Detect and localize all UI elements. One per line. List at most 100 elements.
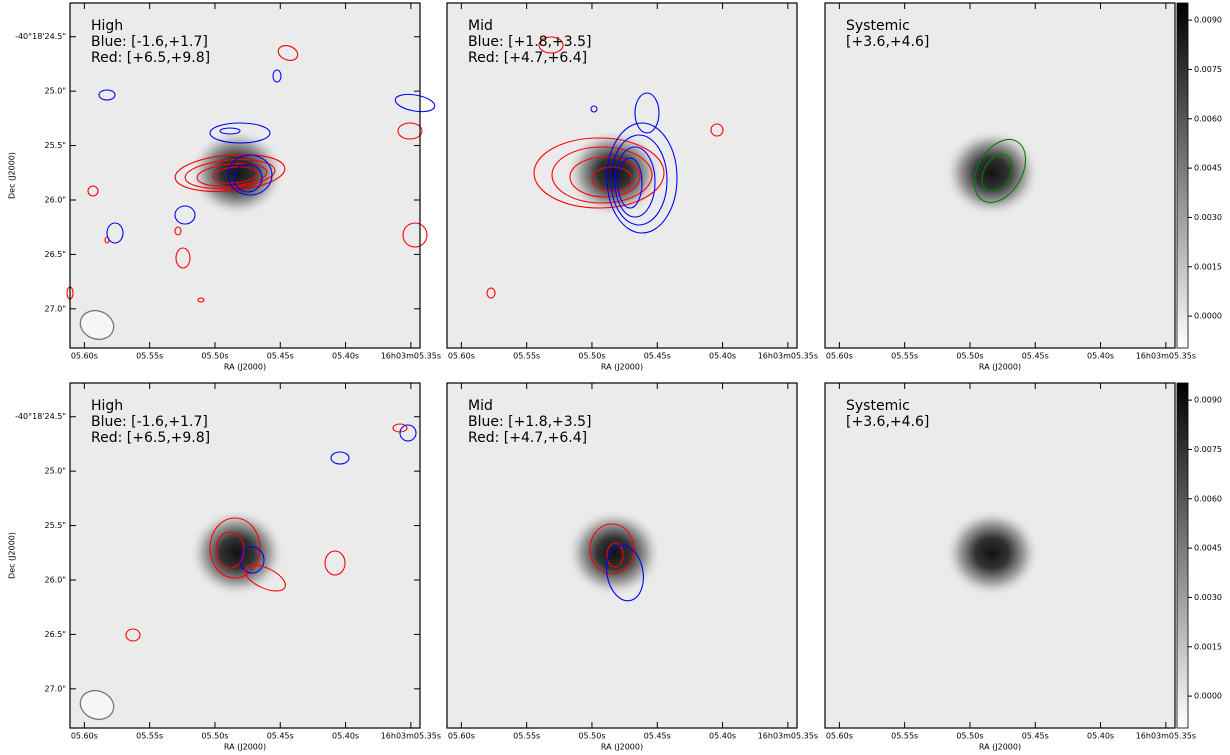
x-tick-label: 05.40s	[709, 732, 736, 741]
panel-annotation: Blue: [-1.6,+1.7]	[91, 34, 208, 50]
contour	[324, 550, 346, 576]
y-tick-label: 25.0"	[45, 467, 67, 476]
colorbar-tick-label: 0.0045	[1194, 164, 1222, 173]
x-tick-label: 05.50s	[201, 732, 228, 741]
contour	[551, 146, 653, 204]
y-tick-label: 26.0"	[45, 575, 67, 584]
contour	[209, 517, 261, 579]
x-tick-label: 05.40s	[1087, 732, 1114, 741]
contour	[402, 222, 428, 248]
y-tick-label: -40°18'24.5"	[15, 32, 66, 41]
y-tick-label: 26.5"	[45, 250, 67, 259]
contour	[233, 163, 263, 193]
contour	[533, 137, 665, 209]
source-emission	[189, 509, 285, 597]
x-tick-label: 05.60s	[448, 732, 475, 741]
x-axis-label: RA (J2000)	[601, 363, 643, 372]
x-tick-label: 05.60s	[826, 732, 853, 741]
x-tick-label: 05.40s	[332, 732, 359, 741]
x-axis-label: RA (J2000)	[601, 743, 643, 752]
x-tick-label: 05.50s	[956, 732, 983, 741]
x-tick-label: 16h03m05.35s	[381, 732, 441, 741]
x-axis-label: RA (J2000)	[224, 363, 266, 372]
colorbar-tick-label: 0.0045	[1194, 544, 1222, 553]
contour	[617, 157, 643, 209]
colorbar-tick-label: 0.0060	[1194, 114, 1222, 123]
contour	[227, 154, 273, 196]
source-emission	[944, 129, 1040, 217]
panel-annotation: [+3.6,+4.6]	[846, 34, 929, 50]
x-tick-label: 05.45s	[644, 732, 671, 741]
colorbar-tick-label: 0.0060	[1194, 494, 1222, 503]
x-tick-label: 05.60s	[826, 352, 853, 361]
panel: Systemic[+3.6,+4.6] 05.60s 05.55s 05.50s 05.…	[824, 2, 1222, 372]
contour	[606, 122, 678, 234]
contour	[399, 424, 417, 442]
x-tick-label: 16h03m05.35s	[758, 352, 818, 361]
axes-frame	[446, 382, 798, 729]
contour	[606, 544, 644, 602]
x-tick-label: 05.45s	[644, 352, 671, 361]
contour	[175, 247, 191, 269]
contour	[614, 146, 656, 218]
y-axis-label: Dec (J2000)	[8, 532, 17, 579]
y-axis-label: Dec (J2000)	[8, 152, 17, 199]
colorbar-tick-label: 0.0090	[1194, 396, 1222, 405]
axes-frame	[824, 382, 1176, 729]
contour	[486, 287, 496, 299]
axes-frame	[69, 382, 421, 729]
panel-annotation: Red: [+4.7,+6.4]	[468, 50, 587, 66]
panel-annotation: [+3.6,+4.6]	[846, 414, 929, 430]
panel-title: Systemic	[846, 18, 910, 34]
colorbar-tick-label: 0.0015	[1194, 262, 1222, 271]
colorbar-tick-label: 0.0030	[1194, 213, 1222, 222]
contour	[973, 139, 1027, 203]
x-tick-label: 05.55s	[136, 732, 163, 741]
y-tick-label: 26.0"	[45, 195, 67, 204]
contour	[277, 45, 299, 61]
panel-annotation: Red: [+6.5,+9.8]	[91, 430, 210, 446]
contour	[394, 93, 436, 113]
contour	[209, 122, 271, 144]
contour	[174, 226, 182, 236]
y-tick-label: 27.0"	[45, 304, 67, 313]
x-axis-label: RA (J2000)	[224, 743, 266, 752]
panel-annotation: Blue: [+1.8,+3.5]	[468, 34, 592, 50]
y-tick-label: 25.5"	[45, 141, 67, 150]
panel-title: High	[91, 398, 123, 414]
x-tick-label: 05.60s	[448, 352, 475, 361]
x-tick-label: 05.45s	[267, 732, 294, 741]
contour	[174, 153, 286, 193]
source-emission	[566, 509, 662, 597]
contour	[244, 564, 286, 592]
colorbar-tick-label: 0.0015	[1194, 642, 1222, 651]
x-tick-label: 05.45s	[267, 352, 294, 361]
contour	[634, 92, 660, 134]
x-tick-label: 05.50s	[201, 352, 228, 361]
panel-title: High	[91, 18, 123, 34]
panel: Systemic[+3.6,+4.6] 05.60s 05.55s 05.50s 05.…	[824, 382, 1222, 752]
contour	[184, 158, 276, 190]
y-tick-label: -40°18'24.5"	[15, 412, 66, 421]
panel-title: Mid	[468, 398, 493, 414]
x-tick-label: 05.45s	[1022, 352, 1049, 361]
x-tick-label: 05.55s	[513, 732, 540, 741]
panel-annotation: Red: [+4.7,+6.4]	[468, 430, 587, 446]
contour	[397, 122, 423, 140]
x-tick-label: 05.60s	[71, 732, 98, 741]
contour	[197, 297, 205, 303]
contour	[87, 185, 99, 197]
colorbar-tick-label: 0.0075	[1194, 445, 1222, 454]
contour	[272, 69, 282, 83]
axes-frame	[446, 2, 798, 349]
x-tick-label: 05.40s	[709, 352, 736, 361]
colorbar	[1176, 2, 1189, 349]
y-tick-label: 26.5"	[45, 630, 67, 639]
axes-frame	[824, 2, 1176, 349]
panel-annotation: Red: [+6.5,+9.8]	[91, 50, 210, 66]
source-emission	[566, 129, 662, 217]
